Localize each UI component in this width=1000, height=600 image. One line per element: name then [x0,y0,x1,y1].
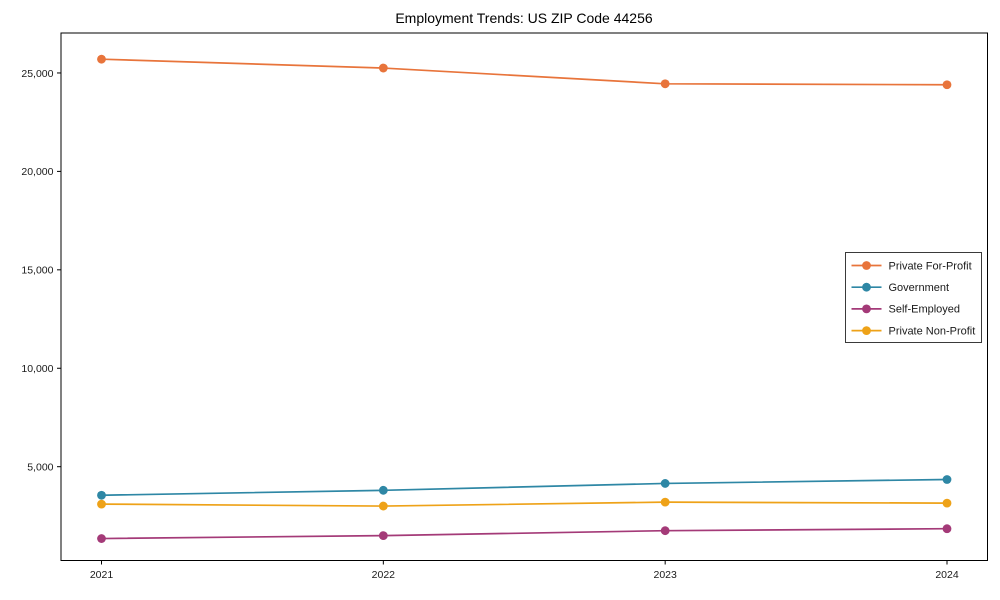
series-point-self-employed [660,526,670,536]
series-point-private-non-profit [378,501,388,511]
y-axis-tick-label: 5,000 [27,461,53,473]
y-axis-tick-label: 25,000 [21,68,53,80]
legend-label-private-for-profit: Private For-Profit [889,260,972,272]
x-axis-tick-label: 2024 [935,569,959,581]
series-point-private-non-profit [942,498,952,508]
series-point-private-for-profit [97,54,106,64]
series-point-self-employed [97,534,106,543]
x-axis-tick-label: 2021 [90,569,114,581]
series-point-private-for-profit [660,79,670,89]
series-line-government [101,478,948,497]
series-line-private-non-profit [101,501,948,507]
plot-border [60,32,988,561]
series-line-self-employed [101,527,948,540]
legend-label-private-non-profit: Private Non-Profit [889,325,976,337]
legend-label-self-employed: Self-Employed [889,304,961,316]
legend-label-government: Government [889,282,950,294]
x-axis-tick-label: 2023 [653,569,677,581]
y-axis-tick-label: 10,000 [21,363,53,375]
chart-title: Employment Trends: US ZIP Code 44256 [395,10,653,26]
legend-sample-marker-self-employed [862,304,871,314]
legend-sample-marker-government [862,282,871,292]
series-point-private-non-profit [660,497,670,507]
series-point-government [942,475,952,484]
y-axis-tick-label: 20,000 [21,166,53,178]
series-point-private-non-profit [97,499,106,509]
series-point-government [97,490,106,500]
series-point-self-employed [942,524,952,534]
series-point-government [378,485,388,495]
series-line-private-for-profit [101,58,948,86]
legend-sample-marker-private-non-profit [862,326,871,335]
y-axis-tick-label: 15,000 [21,265,53,277]
series-point-self-employed [378,531,388,540]
x-axis-tick-label: 2022 [372,569,396,581]
series-point-private-for-profit [378,63,388,73]
series-point-government [660,479,670,488]
series-point-private-for-profit [942,80,952,90]
legend-sample-marker-private-for-profit [862,261,871,270]
